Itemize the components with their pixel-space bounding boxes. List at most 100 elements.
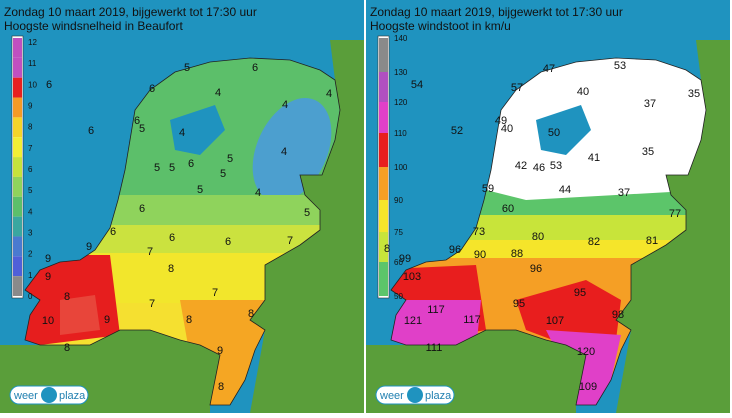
map-value: 9 bbox=[45, 271, 51, 283]
logo-text: weer bbox=[379, 390, 404, 402]
map-value: 37 bbox=[618, 187, 630, 199]
legend-swatch bbox=[379, 200, 388, 232]
legend-swatch bbox=[379, 38, 388, 72]
map-value: 6 bbox=[225, 236, 231, 248]
map-value: 8 bbox=[248, 308, 254, 320]
ijsselmeer bbox=[170, 105, 225, 155]
map-value: 5 bbox=[304, 207, 310, 219]
panel-kmh: Zondag 10 maart 2019, bijgewerkt tot 17:… bbox=[366, 0, 730, 413]
map-value: 111 bbox=[426, 342, 443, 354]
map-value: 80 bbox=[532, 231, 544, 243]
map-value: 7 bbox=[212, 287, 218, 299]
legend-label: 10 bbox=[28, 80, 37, 89]
map-value: 5 bbox=[184, 62, 190, 74]
map-value: 96 bbox=[530, 263, 542, 275]
map-value: 88 bbox=[511, 248, 523, 260]
legend-swatch bbox=[379, 102, 388, 133]
map-value: 53 bbox=[614, 60, 626, 72]
map-value: 4 bbox=[215, 87, 221, 99]
map-value: 57 bbox=[511, 82, 523, 94]
map-value: 9 bbox=[86, 241, 92, 253]
map-value: 107 bbox=[546, 315, 564, 327]
map-value: 6 bbox=[252, 62, 258, 74]
map-value: 117 bbox=[463, 314, 481, 326]
map-value: 8 bbox=[384, 243, 390, 255]
map-value: 95 bbox=[574, 287, 586, 299]
subtitle: Hoogste windsnelheid in Beaufort bbox=[4, 19, 183, 33]
map-value: 8 bbox=[64, 342, 70, 354]
map-value: 82 bbox=[588, 236, 600, 248]
logo-text: weer bbox=[13, 390, 38, 402]
legend-label: 140 bbox=[394, 34, 408, 43]
map-value: 5 bbox=[169, 162, 175, 174]
legend-swatch bbox=[13, 256, 22, 277]
legend-swatch bbox=[13, 57, 22, 78]
legend-label: 50 bbox=[394, 292, 403, 301]
map-value: 49 bbox=[495, 115, 507, 127]
legend-label: 12 bbox=[28, 38, 37, 47]
map-value: 37 bbox=[644, 98, 656, 110]
map-value: 6 bbox=[134, 115, 140, 127]
map-value: 6 bbox=[88, 125, 94, 137]
logo-icon bbox=[407, 387, 423, 403]
map-value: 35 bbox=[688, 88, 700, 100]
map-value: 73 bbox=[473, 226, 485, 238]
logo: weer plaza bbox=[9, 385, 89, 405]
legend-swatch bbox=[379, 72, 388, 102]
map-value: 117 bbox=[427, 304, 445, 316]
legend-swatch bbox=[379, 232, 388, 262]
panel-beaufort: Zondag 10 maart 2019, bijgewerkt tot 17:… bbox=[0, 0, 364, 413]
legend-swatch bbox=[379, 167, 388, 200]
map-value: 6 bbox=[188, 158, 194, 170]
map-value: 5 bbox=[154, 162, 160, 174]
germany bbox=[250, 40, 364, 413]
legend-label: 110 bbox=[394, 129, 407, 138]
legend-swatch bbox=[13, 216, 22, 237]
map-value: 41 bbox=[588, 152, 600, 164]
map-value: 10 bbox=[42, 315, 54, 327]
map-value: 4 bbox=[281, 146, 287, 158]
map-value: 6 bbox=[139, 203, 145, 215]
map-value: 5 bbox=[197, 184, 203, 196]
map-value: 8 bbox=[168, 263, 174, 275]
map-value: 54 bbox=[411, 79, 423, 91]
legend-label: 2 bbox=[28, 250, 33, 259]
map-value: 99 bbox=[399, 253, 411, 265]
map-value: 44 bbox=[559, 184, 571, 196]
legend-swatch bbox=[13, 196, 22, 217]
legend-swatch bbox=[379, 262, 388, 296]
map-value: 8 bbox=[186, 314, 192, 326]
legend-swatch bbox=[13, 77, 22, 98]
legend-label: 11 bbox=[28, 59, 37, 68]
map-value: 7 bbox=[149, 298, 155, 310]
legend-label: 0 bbox=[28, 292, 33, 301]
legend-label: 60 bbox=[394, 258, 403, 267]
germany bbox=[616, 40, 730, 413]
map-value: 9 bbox=[104, 314, 110, 326]
map-value: 121 bbox=[404, 315, 422, 327]
map-value: 77 bbox=[669, 208, 681, 220]
map-value: 7 bbox=[287, 235, 293, 247]
map-value: 52 bbox=[451, 125, 463, 137]
legend-label: 3 bbox=[28, 229, 33, 238]
legend-swatch bbox=[13, 97, 22, 118]
map-value: 47 bbox=[543, 63, 555, 75]
map-value: 53 bbox=[550, 160, 562, 172]
map-value: 35 bbox=[642, 146, 654, 158]
map-value: 40 bbox=[577, 86, 589, 98]
title: Zondag 10 maart 2019, bijgewerkt tot 17:… bbox=[4, 5, 257, 19]
logo-icon bbox=[41, 387, 57, 403]
map-value: 46 bbox=[533, 162, 545, 174]
legend-label: 75 bbox=[394, 228, 403, 237]
legend-swatch bbox=[13, 137, 22, 158]
map-value: 8 bbox=[64, 291, 70, 303]
legend-swatch bbox=[13, 117, 22, 138]
legend-label: 90 bbox=[394, 196, 403, 205]
legend-label: 8 bbox=[28, 123, 33, 132]
map-value: 81 bbox=[646, 235, 658, 247]
legend-label: 5 bbox=[28, 186, 33, 195]
map-value: 6 bbox=[169, 232, 175, 244]
logo-text: plaza bbox=[425, 390, 452, 402]
legend-label: 1 bbox=[28, 271, 33, 280]
legend-label: 7 bbox=[28, 144, 33, 153]
